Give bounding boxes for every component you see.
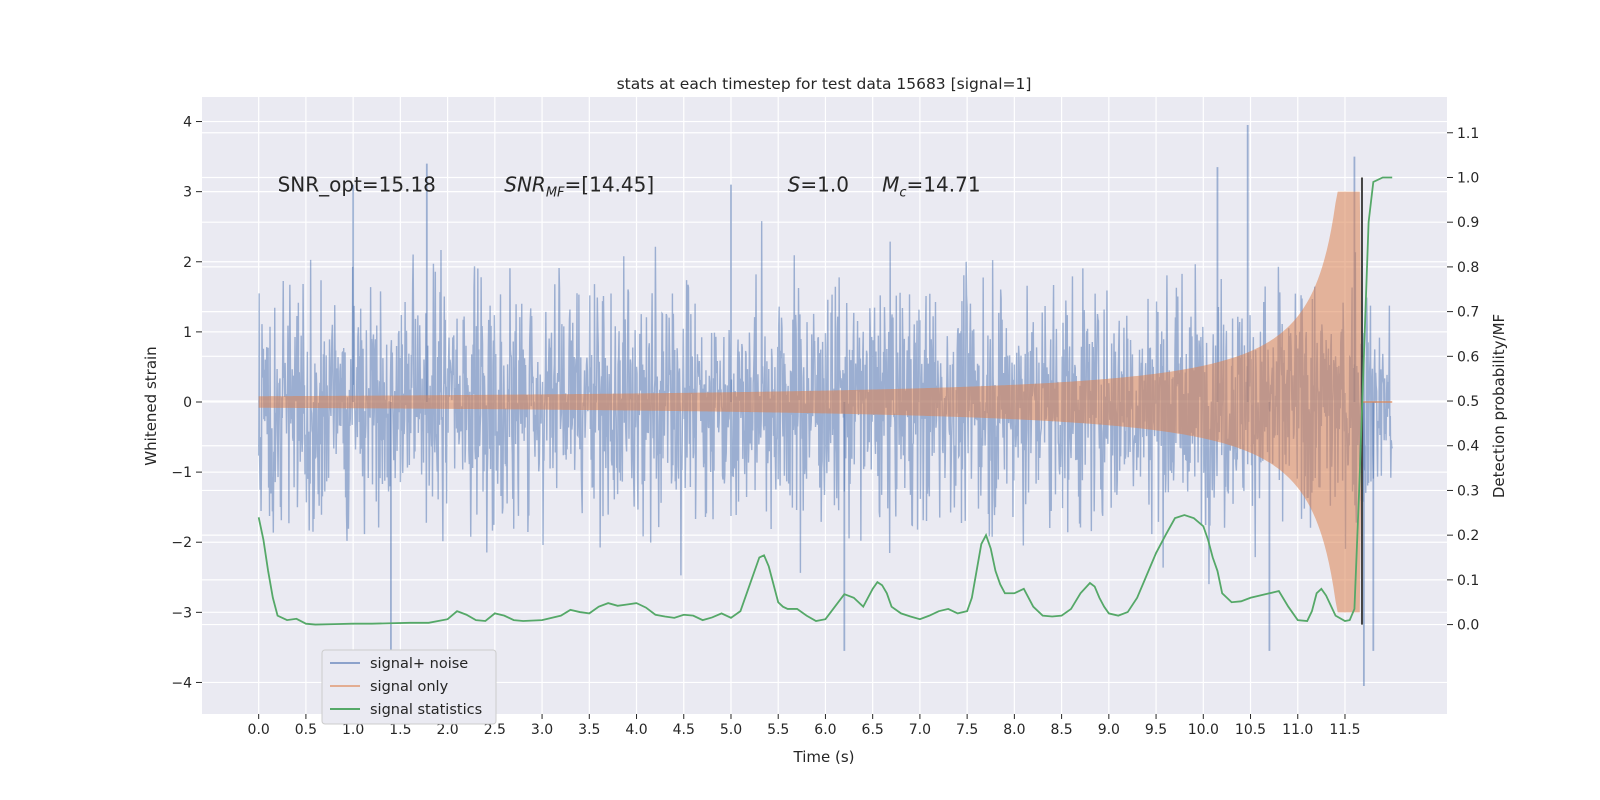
- annotation-text: SNRMF=[14.45]: [504, 173, 654, 201]
- y-left-tick-label: −3: [171, 605, 192, 621]
- y-left-tick-label: −4: [171, 675, 192, 691]
- x-tick-label: 4.0: [625, 722, 647, 738]
- x-tick-label: 9.0: [1098, 722, 1120, 738]
- y-right-tick-label: 0.3: [1457, 483, 1479, 499]
- x-tick-label: 7.5: [956, 722, 978, 738]
- y-right-tick-label: 0.9: [1457, 215, 1479, 231]
- legend: signal+ noise signal only signal statistic…: [321, 649, 497, 725]
- y-right-tick-label: 0.0: [1457, 618, 1479, 634]
- x-tick-label: 0.5: [295, 722, 317, 738]
- x-tick-label: 9.5: [1145, 722, 1167, 738]
- x-tick-label: 6.0: [814, 722, 836, 738]
- signal-statistics-series: [257, 176, 1393, 626]
- y-right-tick-label: 0.4: [1457, 439, 1479, 455]
- x-tick-label: 10.5: [1235, 722, 1266, 738]
- y-axis-right-ticks: 1.1 1.0 0.9 0.8 0.7 0.6 0.5 0.4 0.3 0.2 0.1 0.0: [1447, 126, 1479, 634]
- y-left-tick-label: 3: [183, 185, 192, 201]
- annotations: SNR_opt=15.18 SNRMF=[14.45] S=1.0 Mc=14.71: [278, 173, 981, 201]
- y-right-tick-label: 0.1: [1457, 573, 1479, 589]
- y-left-tick-label: −2: [171, 535, 192, 551]
- x-tick-label: 11.5: [1329, 722, 1360, 738]
- x-axis-label: Time (s): [793, 748, 855, 766]
- y-right-tick-label: 0.2: [1457, 528, 1479, 544]
- x-tick-label: 2.5: [484, 722, 506, 738]
- x-tick-label: 5.0: [720, 722, 742, 738]
- x-tick-label: 4.5: [673, 722, 695, 738]
- y-left-tick-label: −1: [171, 465, 192, 481]
- legend-label: signal only: [370, 679, 449, 695]
- x-tick-label: 0.0: [248, 722, 270, 738]
- y-right-tick-label: 0.6: [1457, 349, 1479, 365]
- x-tick-label: 1.0: [342, 722, 364, 738]
- legend-label: signal+ noise: [370, 656, 468, 672]
- y-axis-right-label: Detection probability/MF: [1490, 314, 1508, 498]
- y-right-tick-label: 1.0: [1457, 170, 1479, 186]
- y-right-tick-label: 0.8: [1457, 260, 1479, 276]
- annotation-text: S=1.0: [788, 173, 849, 197]
- signal-only-series: [258, 191, 1393, 613]
- chart-title: stats at each timestep for test data 156…: [617, 75, 1032, 93]
- x-tick-label: 6.5: [862, 722, 884, 738]
- x-tick-label: 8.0: [1003, 722, 1025, 738]
- annotation-text: Mc=14.71: [882, 173, 980, 201]
- y-axis-left-label: Whitened strain: [142, 346, 160, 465]
- legend-box: [321, 649, 497, 725]
- x-axis-ticks: 0.0 0.5 1.0 1.5 2.0 2.5 3.0 3.5 4.0 4.5 5.0 5.5 6.0 6…: [248, 714, 1361, 738]
- x-tick-label: 7.0: [909, 722, 931, 738]
- x-tick-label: 3.0: [531, 722, 553, 738]
- legend-items: signal+ noise signal only signal statistic…: [330, 656, 482, 718]
- signal-only-envelope: [258, 191, 1362, 613]
- x-tick-label: 8.5: [1050, 722, 1072, 738]
- x-tick-label: 1.5: [389, 722, 411, 738]
- y-right-tick-label: 1.1: [1457, 126, 1479, 142]
- y-left-tick-label: 1: [183, 325, 192, 341]
- signal-statistics-line: [257, 176, 1393, 626]
- x-tick-label: 11.0: [1282, 722, 1313, 738]
- annotation-text: SNR_opt=15.18: [278, 173, 436, 197]
- x-tick-label: 3.5: [578, 722, 600, 738]
- y-right-tick-label: 0.7: [1457, 305, 1479, 321]
- y-axis-left-ticks: 4 3 2 1 0 −1 −2 −3 −4: [171, 115, 202, 691]
- y-left-tick-label: 4: [183, 115, 192, 131]
- y-right-tick-label: 0.5: [1457, 394, 1479, 410]
- x-tick-label: 2.0: [436, 722, 458, 738]
- y-left-tick-label: 2: [183, 255, 192, 271]
- legend-label: signal statistics: [370, 702, 482, 718]
- y-left-tick-label: 0: [183, 395, 192, 411]
- x-tick-label: 5.5: [767, 722, 789, 738]
- x-tick-label: 10.0: [1188, 722, 1219, 738]
